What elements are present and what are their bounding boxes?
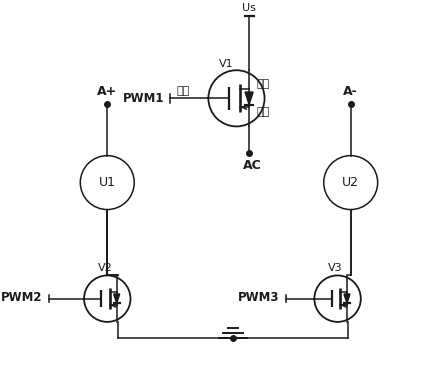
Text: U1: U1 (99, 176, 116, 189)
Text: U2: U2 (342, 176, 359, 189)
Text: PWM2: PWM2 (1, 291, 42, 304)
Polygon shape (114, 294, 120, 304)
Text: Us: Us (242, 3, 256, 13)
Text: V3: V3 (328, 263, 342, 273)
Text: V1: V1 (219, 59, 234, 69)
Text: 源极: 源极 (256, 107, 269, 117)
Text: 栅极: 栅极 (177, 86, 190, 96)
Text: AC: AC (242, 160, 261, 172)
Text: A+: A+ (97, 85, 117, 98)
Polygon shape (344, 294, 350, 304)
Text: PWM1: PWM1 (123, 92, 165, 105)
Text: A-: A- (343, 85, 358, 98)
Text: V2: V2 (97, 263, 113, 273)
Polygon shape (245, 92, 253, 105)
Text: 漏极: 漏极 (256, 79, 269, 89)
Text: PWM3: PWM3 (238, 291, 280, 304)
